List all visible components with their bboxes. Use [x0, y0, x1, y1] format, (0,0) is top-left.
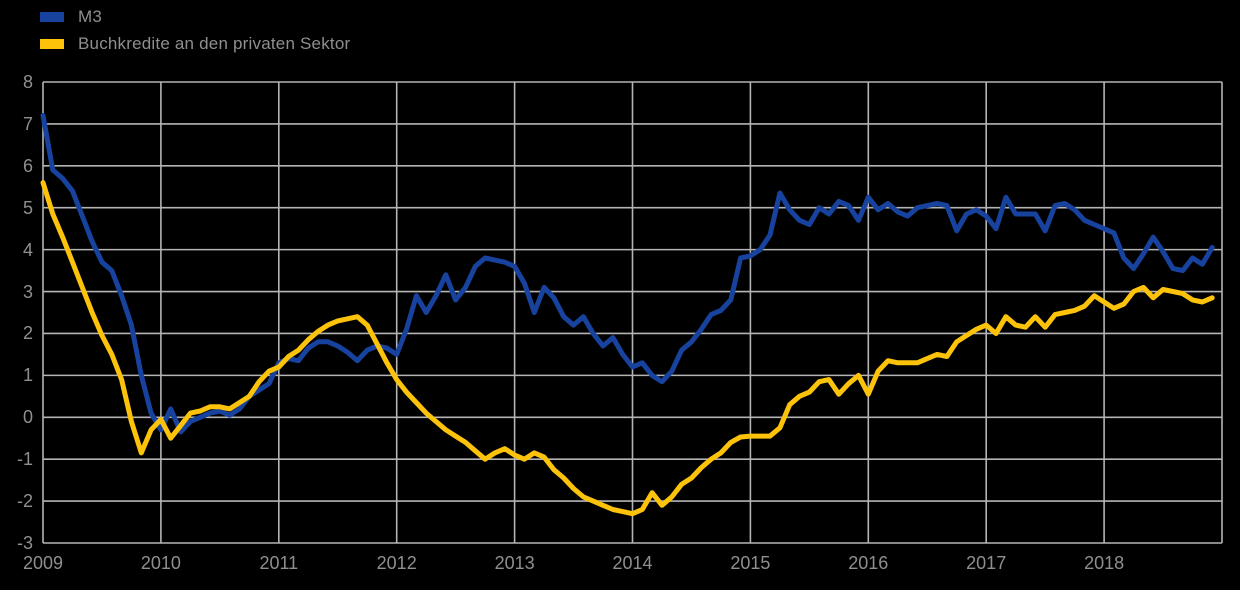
x-axis-tick-label: 2018	[1084, 553, 1125, 573]
y-axis-tick-label: -1	[16, 449, 33, 470]
y-axis-tick-label: 0	[22, 407, 33, 428]
y-axis-tick-label: -2	[16, 491, 33, 512]
x-axis-tick-label: 2014	[612, 553, 653, 573]
legend: M3 Buchkredite an den privaten Sektor	[40, 3, 350, 57]
y-axis-tick-label: 8	[22, 72, 33, 92]
m3-legend-swatch	[40, 11, 64, 22]
loans-line	[40, 180, 1215, 517]
y-axis-tick-label: 3	[22, 281, 33, 302]
x-axis-tick-label: 2011	[259, 553, 299, 573]
x-axis-tick-label: 2016	[848, 553, 889, 573]
y-axis-tick-label: 4	[22, 239, 33, 260]
x-axis-tick-label: 2012	[376, 553, 417, 573]
legend-item-loans: Buchkredite an den privaten Sektor	[40, 30, 350, 57]
x-axis-tick-label: 2009	[22, 553, 64, 573]
y-axis-tick-label: 2	[22, 323, 33, 344]
y-axis-tick-label: -3	[16, 533, 33, 553]
x-axis-tick-label: 2013	[494, 553, 535, 573]
legend-item-m3: M3	[40, 3, 350, 30]
loans-legend-label: Buchkredite an den privaten Sektor	[78, 33, 351, 53]
m3-legend-label: M3	[78, 6, 103, 26]
y-axis-tick-label: 1	[22, 365, 33, 386]
x-axis-tick-label: 2015	[730, 553, 771, 573]
x-axis-tick-label: 2010	[140, 553, 181, 573]
y-axis-tick-label: 6	[22, 155, 33, 176]
y-axis-tick-label: 7	[22, 113, 33, 134]
y-axis-tick-label: 5	[22, 197, 33, 218]
m3-line	[40, 113, 1215, 435]
x-axis-tick-label: 2017	[966, 553, 1007, 573]
loans-legend-swatch	[40, 38, 64, 49]
